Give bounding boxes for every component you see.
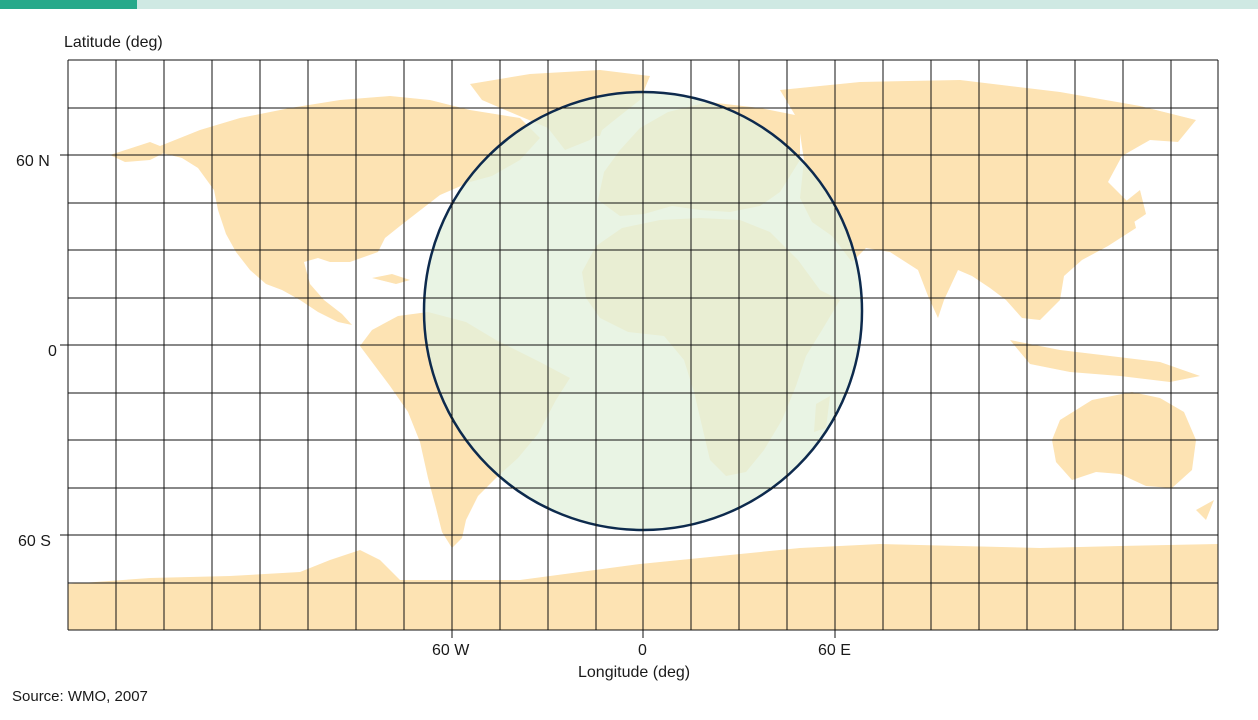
land-north-america bbox=[150, 96, 540, 325]
land-caribbean bbox=[372, 274, 410, 284]
lon-tick-label-60w: 60 W bbox=[432, 642, 470, 659]
lat-tick-label-0: 0 bbox=[48, 343, 57, 360]
land-japan bbox=[1120, 190, 1146, 226]
land-asia bbox=[780, 80, 1196, 320]
source-note: Source: WMO, 2007 bbox=[12, 688, 148, 705]
header-bar bbox=[0, 0, 1258, 9]
land-indonesia bbox=[1010, 340, 1200, 382]
lat-tick-label-60s: 60 S bbox=[18, 533, 51, 550]
y-axis-title: Latitude (deg) bbox=[64, 34, 163, 51]
x-axis-title: Longitude (deg) bbox=[578, 664, 691, 681]
header-accent bbox=[0, 0, 137, 9]
land-new-zealand bbox=[1196, 500, 1214, 520]
lat-tick-marks bbox=[60, 154, 68, 536]
lon-tick-marks bbox=[451, 630, 836, 638]
land-alaska bbox=[110, 142, 170, 162]
lon-tick-label-0: 0 bbox=[638, 642, 647, 659]
lat-tick-label-60n: 60 N bbox=[16, 153, 50, 170]
lon-tick-label-60e: 60 E bbox=[818, 642, 851, 659]
